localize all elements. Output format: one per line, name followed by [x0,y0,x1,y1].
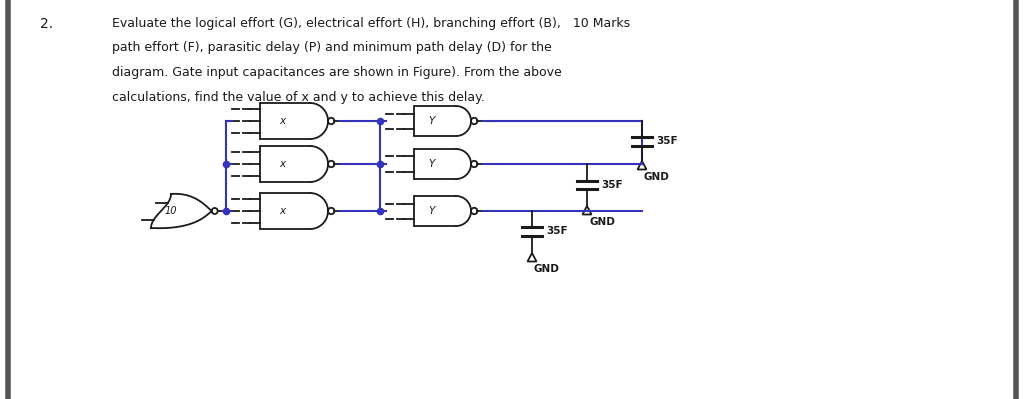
Text: diagram. Gate input capacitances are shown in Figure). From the above: diagram. Gate input capacitances are sho… [112,66,562,79]
Text: GND: GND [644,172,670,182]
Text: 35F: 35F [546,226,567,236]
Text: 2.: 2. [40,17,53,31]
Text: Evaluate the logical effort (G), electrical effort (H), branching effort (B),   : Evaluate the logical effort (G), electri… [112,17,630,30]
Text: x: x [279,206,285,216]
Text: 35F: 35F [601,180,623,190]
Text: Y: Y [429,206,435,216]
Text: x: x [279,116,285,126]
Text: GND: GND [534,264,560,274]
Text: path effort (F), parasitic delay (P) and minimum path delay (D) for the: path effort (F), parasitic delay (P) and… [112,41,552,55]
Text: x: x [279,159,285,169]
Text: Y: Y [429,116,435,126]
Text: Y: Y [429,159,435,169]
Text: GND: GND [589,217,614,227]
Text: 35F: 35F [656,136,678,146]
Text: calculations, find the value of x and y to achieve this delay.: calculations, find the value of x and y … [112,91,484,103]
Text: 10: 10 [165,206,177,216]
